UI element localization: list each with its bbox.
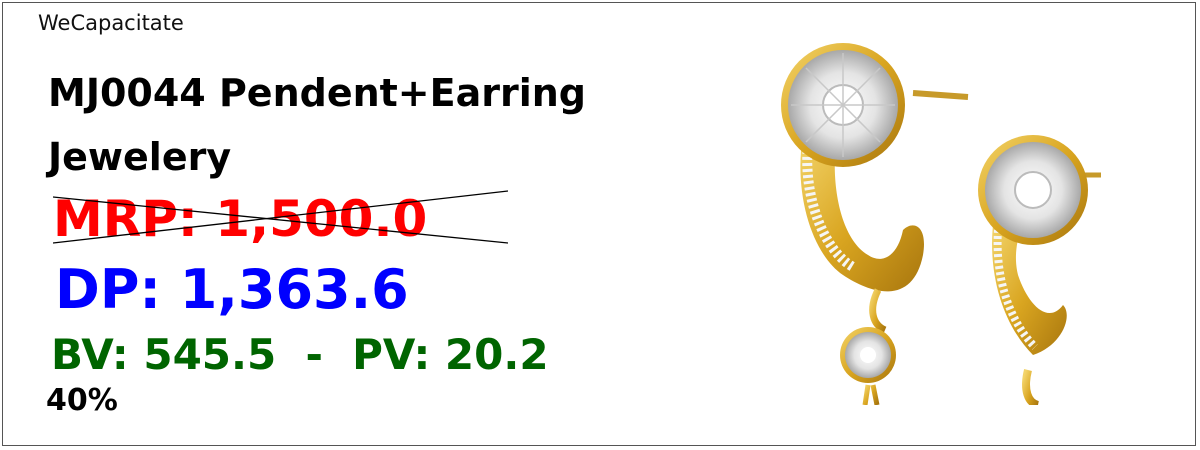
strikethrough-cross-icon xyxy=(53,190,508,244)
mrp-price: MRP: 1,500.0 xyxy=(53,190,428,248)
back-earring xyxy=(978,135,1101,405)
product-title: MJ0044 Pendent+Earring Jewelery xyxy=(48,71,587,179)
gold-diamond-earrings-image xyxy=(781,43,1101,405)
bv-pv-values: BV: 545.5 - PV: 20.2 xyxy=(51,330,549,379)
brand-name: WeCapacitate xyxy=(38,11,184,35)
mrp-price-block: MRP: 1,500.0 xyxy=(53,189,508,251)
dp-price: DP: 1,363.6 xyxy=(55,258,409,321)
discount-percent: 40% xyxy=(46,383,118,418)
front-earring xyxy=(781,43,969,405)
